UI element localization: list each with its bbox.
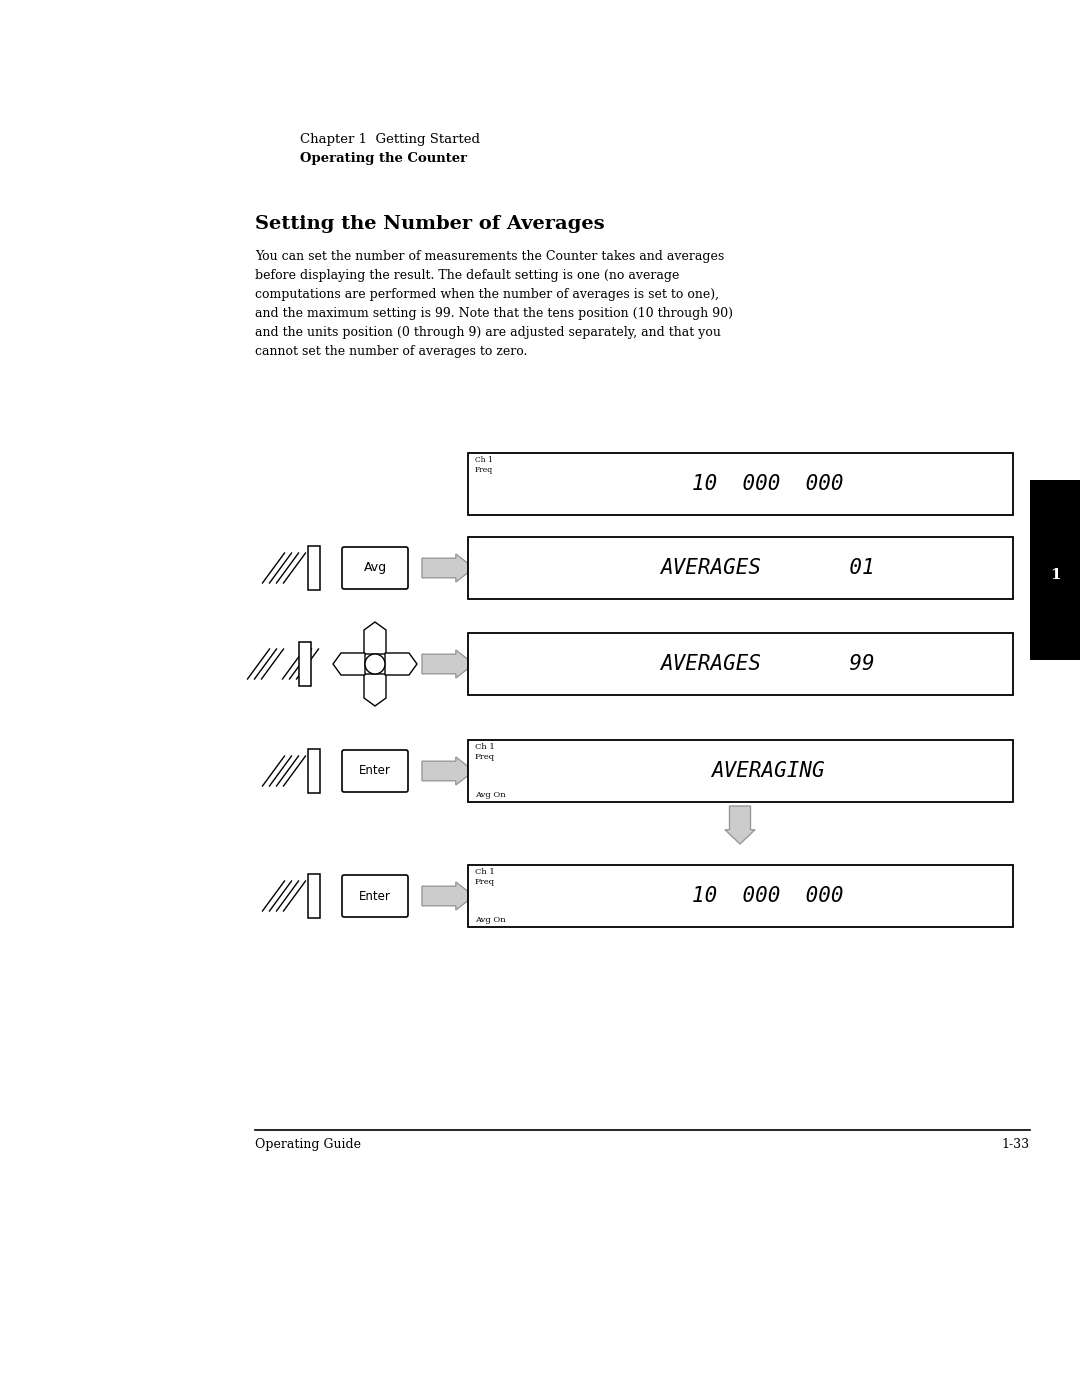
Polygon shape: [422, 882, 474, 909]
Text: Enter: Enter: [359, 764, 391, 778]
Text: Ch 1
Freq: Ch 1 Freq: [475, 868, 495, 886]
Text: Chapter 1  Getting Started: Chapter 1 Getting Started: [300, 133, 480, 147]
FancyBboxPatch shape: [342, 750, 408, 792]
Bar: [308, 546, 320, 590]
Text: AVERAGES       99: AVERAGES 99: [661, 654, 875, 673]
Text: You can set the number of measurements the Counter takes and averages: You can set the number of measurements t…: [255, 250, 725, 263]
Text: 10  000  000: 10 000 000: [692, 886, 843, 907]
Bar: [299, 643, 311, 686]
Text: 10  000  000: 10 000 000: [692, 474, 843, 495]
Text: 1-33: 1-33: [1002, 1139, 1030, 1151]
Text: and the units position (0 through 9) are adjusted separately, and that you: and the units position (0 through 9) are…: [255, 326, 720, 339]
Polygon shape: [333, 652, 365, 675]
Text: AVERAGING: AVERAGING: [711, 761, 824, 781]
Bar: [468, 536, 1013, 599]
Bar: [468, 865, 1013, 928]
Text: Avg: Avg: [364, 562, 387, 574]
Bar: [468, 740, 1013, 802]
Text: Operating Guide: Operating Guide: [255, 1139, 361, 1151]
Text: cannot set the number of averages to zero.: cannot set the number of averages to zer…: [255, 345, 527, 358]
Text: AVERAGES       01: AVERAGES 01: [661, 557, 875, 578]
Bar: [308, 875, 320, 918]
Polygon shape: [364, 622, 386, 654]
Text: Avg On: Avg On: [475, 791, 505, 799]
Text: 1: 1: [1050, 569, 1061, 583]
Text: Avg On: Avg On: [475, 916, 505, 923]
Bar: [468, 453, 1013, 515]
Text: before displaying the result. The default setting is one (no average: before displaying the result. The defaul…: [255, 270, 679, 282]
Polygon shape: [725, 806, 755, 844]
Text: Ch 1
Freq: Ch 1 Freq: [475, 455, 494, 474]
Bar: [308, 749, 320, 793]
Polygon shape: [422, 555, 474, 583]
Bar: [1030, 481, 1080, 659]
Polygon shape: [422, 757, 474, 785]
Text: Setting the Number of Averages: Setting the Number of Averages: [255, 215, 605, 233]
Polygon shape: [422, 650, 474, 678]
Circle shape: [365, 654, 384, 673]
Polygon shape: [384, 652, 417, 675]
FancyBboxPatch shape: [342, 875, 408, 916]
Polygon shape: [364, 673, 386, 705]
Text: and the maximum setting is 99. Note that the tens position (10 through 90): and the maximum setting is 99. Note that…: [255, 307, 733, 320]
Text: Ch 1
Freq: Ch 1 Freq: [475, 743, 495, 761]
Bar: [468, 633, 1013, 694]
FancyBboxPatch shape: [342, 548, 408, 590]
Text: computations are performed when the number of averages is set to one),: computations are performed when the numb…: [255, 288, 719, 300]
Text: Operating the Counter: Operating the Counter: [300, 152, 468, 165]
Text: Enter: Enter: [359, 890, 391, 902]
